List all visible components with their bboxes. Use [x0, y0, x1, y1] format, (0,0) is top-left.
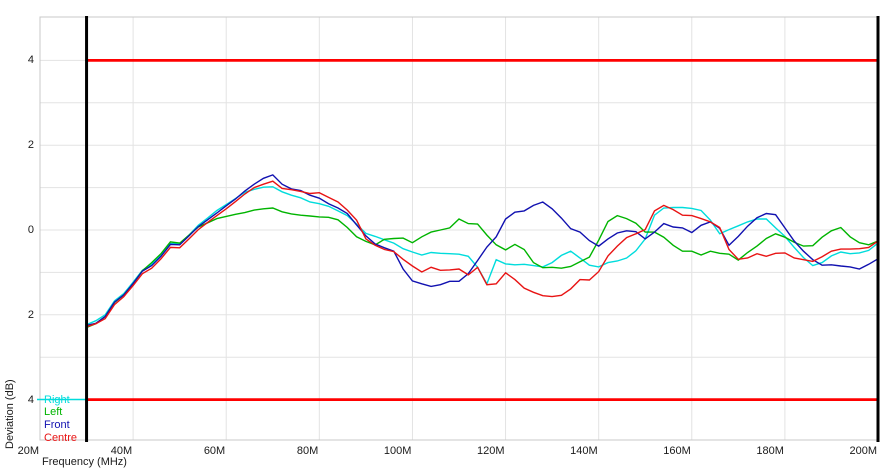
- x-axis-title: Frequency (MHz): [42, 456, 127, 468]
- x-tick-label: 80M: [296, 445, 319, 457]
- x-tick-label: 60M: [203, 445, 226, 457]
- y-tick-label: 2: [27, 139, 34, 152]
- x-tick-label: 200M: [849, 445, 877, 457]
- legend-item-left[interactable]: Left: [44, 406, 63, 419]
- y-axis-title: Deviation (dB): [4, 379, 16, 449]
- y-tick-label: 2: [27, 308, 34, 321]
- legend-item-centre[interactable]: Centre: [44, 431, 78, 444]
- x-tick-label: 100M: [383, 445, 412, 457]
- series-line-left: [86, 207, 879, 329]
- x-tick-label: 160M: [663, 445, 691, 457]
- x-tick-label: 40M: [110, 445, 133, 457]
- series-line-centre: [86, 180, 879, 328]
- y-tick-label: 0: [27, 224, 34, 236]
- legend-item-right[interactable]: Right: [44, 393, 70, 406]
- y-tick-label: 4: [27, 54, 34, 67]
- x-tick-label: 120M: [477, 445, 505, 457]
- x-tick-label: 140M: [570, 445, 598, 457]
- series-line-right: [86, 186, 879, 326]
- plot-border: [39, 16, 879, 441]
- series-line-front: [86, 174, 879, 327]
- x-tick-label: 180M: [756, 445, 784, 457]
- x-tick-label: 20M: [17, 445, 39, 457]
- y-tick-label: 4: [27, 393, 34, 406]
- legend-item-front[interactable]: Front: [44, 418, 70, 431]
